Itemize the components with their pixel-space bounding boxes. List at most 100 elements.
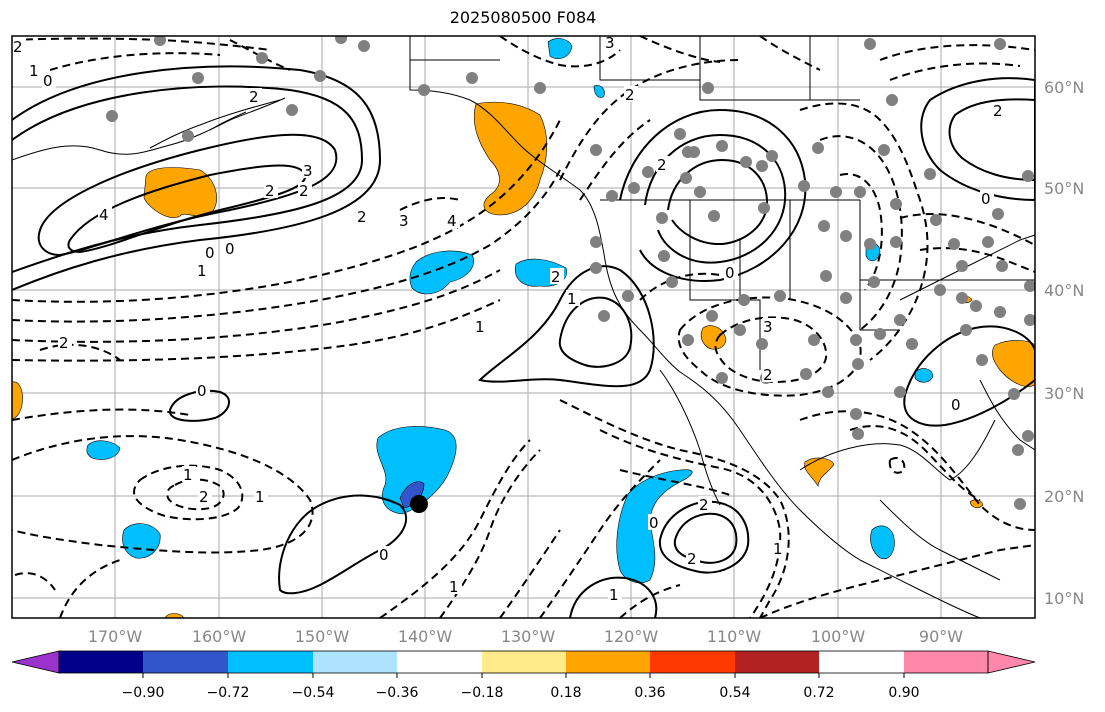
positive-contours [12, 65, 1035, 618]
contour-label: 0 [43, 72, 53, 90]
contour-label: 2 [657, 156, 667, 174]
colorbar-segment [228, 651, 313, 673]
contour-label: 2 [687, 550, 697, 568]
blue-patch-hawaii [376, 426, 457, 515]
lon-label: 170°W [88, 627, 143, 646]
contour-label: 0 [197, 382, 207, 400]
blue-patch-north [547, 38, 573, 59]
contour-label: 3 [303, 162, 313, 180]
colorbar-segment [397, 651, 482, 673]
contour-label: 0 [225, 240, 235, 258]
contour-label: 2 [357, 208, 367, 226]
contour-label: 0 [379, 546, 389, 564]
colorbar-segment [566, 651, 650, 673]
blue-patch-pacific-mid [409, 250, 474, 295]
lon-label: 160°W [192, 627, 247, 646]
contour-label: 3 [399, 212, 409, 230]
contour-label: 1 [183, 466, 193, 484]
coastlines [12, 36, 1035, 618]
contour-label: 0 [649, 514, 659, 532]
lon-label: 150°W [295, 627, 350, 646]
colorbar-segment [59, 651, 143, 673]
colorbar-segment [143, 651, 228, 673]
colorbar [11, 650, 1036, 678]
colorbar-tick-label: 0.72 [803, 685, 834, 701]
colorbar-tick-label: −0.90 [122, 685, 165, 701]
lon-label: 100°W [811, 627, 866, 646]
orange-patch-small-s [969, 499, 984, 509]
contour-label: 1 [255, 488, 265, 506]
lon-label: 130°W [501, 627, 556, 646]
shaded-anomalies [12, 38, 1035, 618]
orange-patch-bc [473, 101, 548, 216]
negative-contours [12, 36, 1035, 618]
lon-label: 140°W [398, 627, 453, 646]
map-frame [11, 35, 1036, 619]
blue-patch-tiny [593, 85, 605, 98]
colorbar-segment [904, 651, 988, 673]
contour-label: 4 [99, 206, 109, 224]
contour-label: 2 [699, 496, 709, 514]
colorbar-tick-label: 0.90 [888, 685, 919, 701]
contour-label: 1 [197, 262, 207, 280]
blue-patch-west-small [86, 440, 121, 460]
contour-label: 1 [567, 290, 577, 308]
contour-label: 0 [951, 396, 961, 414]
contour-label: 2 [59, 334, 69, 352]
darkblue-patch-hawaii [399, 481, 425, 509]
colorbar-tick-label: −0.54 [292, 685, 335, 701]
lon-label: 90°W [919, 627, 963, 646]
contour-label: 1 [475, 318, 485, 336]
contour-label: 1 [609, 586, 619, 604]
contour-label: 0 [725, 264, 735, 282]
contour-label: 2 [993, 102, 1003, 120]
contour-label: 0 [981, 190, 991, 208]
lon-label: 110°W [707, 627, 762, 646]
colorbar-tick-label: −0.72 [207, 685, 250, 701]
contour-label: 3 [605, 34, 615, 52]
colorbar-tick-label: 0.54 [719, 685, 750, 701]
colorbar-tick-label: −0.18 [461, 685, 504, 701]
colorbar-tick-label: −0.36 [376, 685, 419, 701]
lon-label: 120°W [604, 627, 659, 646]
contour-label: 1 [29, 62, 39, 80]
contour-label: 0 [205, 244, 215, 262]
colorbar-segment [313, 651, 397, 673]
colorbar-tick-labels: −0.90 −0.72 −0.54 −0.36 −0.18 0.18 0.36 … [122, 685, 920, 701]
orange-patch-se [991, 340, 1035, 387]
orange-patch-pacific [143, 167, 217, 218]
lat-label: 10°N [1044, 589, 1084, 608]
lat-label: 20°N [1044, 487, 1084, 506]
colorbar-segment [482, 651, 566, 673]
lat-label: 40°N [1044, 281, 1084, 300]
contour-label: 2 [265, 182, 275, 200]
lat-label: 50°N [1044, 179, 1084, 198]
contour-label: 2 [299, 182, 309, 200]
colorbar-segment [650, 651, 735, 673]
colorbar-frame [58, 650, 989, 674]
blue-patch-gulf-small [914, 368, 934, 383]
colorbar-tick-label: 0.36 [634, 685, 665, 701]
colorbar-tick-label: 0.18 [550, 685, 581, 701]
lat-label: 30°N [1044, 384, 1084, 403]
contour-label: 2 [625, 86, 635, 104]
contour-label: 1 [773, 540, 783, 558]
colorbar-extend-max [987, 650, 1036, 674]
plot-title: 2025080500 F084 [449, 8, 597, 27]
blue-patch-central-am [870, 525, 895, 560]
colorbar-extend-min [11, 650, 60, 674]
contour-label: 2 [551, 268, 561, 286]
contour-label: 2 [13, 38, 23, 56]
orange-patch-west [12, 381, 23, 419]
latitude-labels: 60°N 50°N 40°N 30°N 20°N 10°N [1044, 78, 1084, 608]
contour-label: 4 [447, 212, 457, 230]
contour-label: 1 [449, 578, 459, 596]
contour-labels: 2 0 1 4 2 3 2 3 2 4 0 2 1 0 1 2 0 1 2 1 … [12, 34, 1006, 604]
lat-label: 60°N [1044, 78, 1084, 97]
contour-label: 2 [763, 366, 773, 384]
orange-patch-az [700, 325, 727, 350]
longitude-labels: 170°W 160°W 150°W 140°W 130°W 120°W 110°… [88, 627, 963, 646]
contour-label: 2 [199, 488, 209, 506]
station-markers [106, 36, 1035, 510]
